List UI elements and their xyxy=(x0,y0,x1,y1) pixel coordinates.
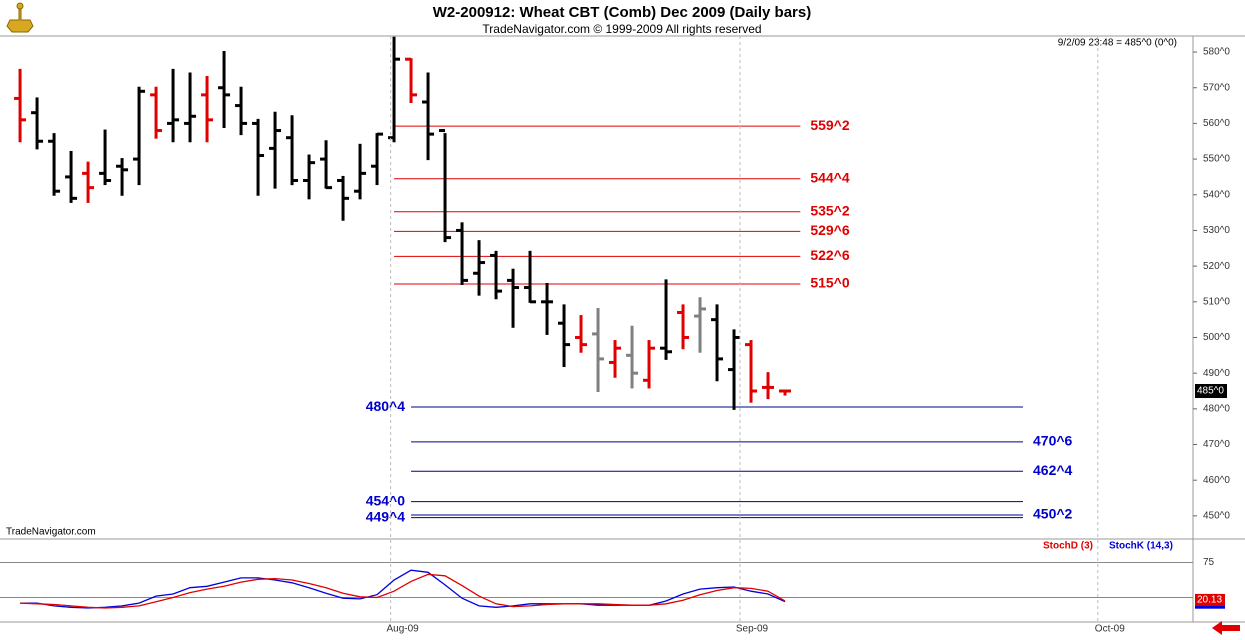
level-label: 449^4 xyxy=(366,508,406,524)
y-tick-label: 560^0 xyxy=(1203,118,1230,129)
y-tick-label: 480^0 xyxy=(1203,403,1230,414)
y-tick-label: 530^0 xyxy=(1203,225,1230,236)
y-tick-label: 550^0 xyxy=(1203,154,1230,165)
y-tick-label: 580^0 xyxy=(1203,47,1230,58)
last-value-box xyxy=(1195,593,1225,606)
last-price-label: 485^0 xyxy=(1197,386,1224,397)
series-line xyxy=(20,573,786,609)
logo xyxy=(6,2,34,33)
legend-entry: StochD (3) xyxy=(1043,541,1093,552)
level-label: 559^2 xyxy=(810,117,850,133)
x-tick-label: Aug-09 xyxy=(387,624,420,635)
chart-subtitle: TradeNavigator.com © 1999-2009 All right… xyxy=(482,22,761,36)
level-label: 529^6 xyxy=(810,222,850,238)
y-tick-label: 540^0 xyxy=(1203,189,1230,200)
series-line xyxy=(20,569,786,609)
level-label: 480^4 xyxy=(366,398,406,414)
scroll-arrow[interactable] xyxy=(1212,621,1240,635)
level-label: 462^4 xyxy=(1033,462,1073,478)
legend-entry: StochK (14,3) xyxy=(1109,541,1173,552)
y-tick-label: 470^0 xyxy=(1203,439,1230,450)
level-label: 450^2 xyxy=(1033,506,1073,522)
info-text: 9/2/09 23:48 = 485^0 (0^0) xyxy=(1058,38,1177,49)
level-label: 470^6 xyxy=(1033,433,1073,449)
y-tick-label: 75 xyxy=(1203,557,1215,568)
x-tick-label: Sep-09 xyxy=(736,624,769,635)
level-label: 515^0 xyxy=(810,275,850,291)
watermark: TradeNavigator.com xyxy=(6,527,96,538)
last-value-label: 20.13 xyxy=(1197,595,1222,606)
y-tick-label: 490^0 xyxy=(1203,368,1230,379)
y-tick-label: 500^0 xyxy=(1203,332,1230,343)
y-tick-label: 570^0 xyxy=(1203,82,1230,93)
y-tick-label: 450^0 xyxy=(1203,511,1230,522)
last-price-box xyxy=(1195,384,1227,399)
x-tick-label: Oct-09 xyxy=(1095,624,1125,635)
y-tick-label: 520^0 xyxy=(1203,261,1230,272)
level-label: 522^6 xyxy=(810,247,850,263)
y-tick-label: 460^0 xyxy=(1203,475,1230,486)
level-label: 544^4 xyxy=(810,169,850,185)
level-label: 454^0 xyxy=(366,492,406,508)
y-tick-label: 510^0 xyxy=(1203,296,1230,307)
level-label: 535^2 xyxy=(810,202,850,218)
chart-title: W2-200912: Wheat CBT (Comb) Dec 2009 (Da… xyxy=(433,4,811,21)
